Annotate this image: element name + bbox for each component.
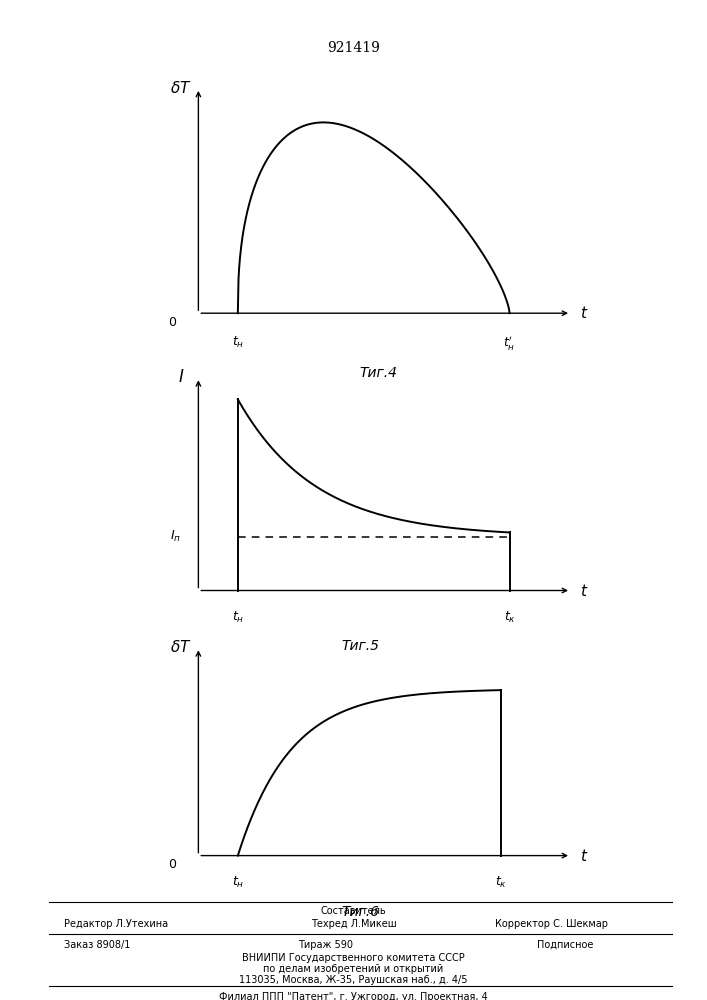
Text: Тираж 590: Тираж 590 <box>298 940 353 950</box>
Text: Филиал ППП "Патент", г. Ужгород, ул. Проектная, 4: Филиал ППП "Патент", г. Ужгород, ул. Про… <box>219 992 488 1000</box>
Text: Составитель: Составитель <box>321 906 386 916</box>
Text: $t_{н}$: $t_{н}$ <box>232 610 244 625</box>
Text: Заказ 8908/1: Заказ 8908/1 <box>64 940 130 950</box>
Text: Подписное: Подписное <box>537 940 594 950</box>
Text: $t$: $t$ <box>580 848 588 864</box>
Text: Редактор Л.Утехина: Редактор Л.Утехина <box>64 919 168 929</box>
Text: Τиг.6: Τиг.6 <box>341 905 380 919</box>
Text: ВНИИПИ Государственного комитета СССР: ВНИИПИ Государственного комитета СССР <box>242 953 465 963</box>
Text: Техред Л.Микеш: Техред Л.Микеш <box>311 919 397 929</box>
Text: Τиг.5: Τиг.5 <box>341 640 380 654</box>
Text: Корректор С. Шекмар: Корректор С. Шекмар <box>495 919 608 929</box>
Text: по делам изобретений и открытий: по делам изобретений и открытий <box>264 964 443 974</box>
Text: $I$: $I$ <box>177 368 184 386</box>
Text: 113035, Москва, Ж-35, Раушская наб., д. 4/5: 113035, Москва, Ж-35, Раушская наб., д. … <box>239 975 468 985</box>
Text: 0: 0 <box>168 316 177 329</box>
Text: $t$: $t$ <box>580 305 588 321</box>
Text: $t_{н}$: $t_{н}$ <box>232 875 244 890</box>
Text: $t_{к}$: $t_{к}$ <box>503 610 515 625</box>
Text: $\delta T$: $\delta T$ <box>170 80 192 96</box>
Text: $t_{н}$: $t_{н}$ <box>232 334 244 350</box>
Text: $t$: $t$ <box>580 582 588 598</box>
Text: 921419: 921419 <box>327 41 380 55</box>
Text: $t_{к}$: $t_{к}$ <box>495 875 507 890</box>
Text: $I_{п}$: $I_{п}$ <box>170 529 181 544</box>
Text: Τиг.4: Τиг.4 <box>359 366 397 380</box>
Text: $\delta T$: $\delta T$ <box>170 639 192 655</box>
Text: $t_{н}'$: $t_{н}'$ <box>503 334 515 352</box>
Text: 0: 0 <box>168 858 177 871</box>
